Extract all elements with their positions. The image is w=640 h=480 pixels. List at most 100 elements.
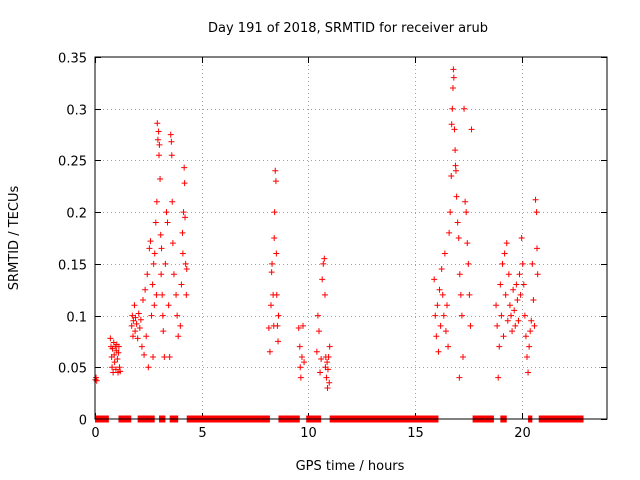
data-point [444,302,450,309]
data-point [150,260,157,267]
x-tick-label: 5 [198,426,206,441]
data-point [168,152,175,159]
data-point [155,128,162,135]
data-point [532,196,539,203]
data-point [182,260,189,267]
data-point [132,328,139,335]
data-point [275,312,282,319]
data-point [442,328,449,335]
data-point [462,198,469,205]
data-point [455,235,462,241]
data-point [178,281,185,288]
data-point [452,147,459,154]
data-point [508,312,514,319]
data-point [173,291,180,298]
data-point [156,152,162,159]
data-point [111,359,118,366]
data-point [517,291,524,298]
data-point [528,317,535,324]
data-point [450,66,457,73]
data-point [440,312,447,319]
data-point [533,209,540,216]
data-point [114,356,121,363]
data-point [183,291,190,298]
data-point [272,178,279,185]
data-point [509,328,516,335]
x-tick-label: 20 [514,426,531,441]
x-tick-label: 10 [300,426,317,441]
y-tick-label: 0.25 [58,155,87,170]
data-point [109,364,116,371]
data-point [271,209,278,216]
data-point [144,271,151,278]
data-point [133,320,140,327]
data-point [152,219,159,226]
data-point [324,384,331,391]
data-point [467,322,474,329]
data-point [515,317,522,324]
data-point [432,312,439,319]
data-point [107,335,114,342]
data-point [154,120,161,127]
data-point [298,353,305,360]
data-point [326,343,333,350]
y-tick-label: 0.3 [66,104,87,119]
y-tick-label: 0 [79,414,87,429]
data-point [154,136,161,143]
data-point [500,333,507,340]
data-point [436,286,443,293]
data-point [115,349,122,356]
data-point [438,266,445,273]
data-point [460,353,466,360]
data-point [431,276,438,283]
data-point [266,348,273,355]
data-point [142,286,149,293]
data-point [168,138,175,145]
data-point [321,291,328,298]
data-point [156,141,163,148]
data-point [521,312,528,319]
data-point [519,260,526,267]
data-point [525,369,532,376]
data-point [502,291,509,298]
data-point [112,366,119,373]
data-point [135,310,142,317]
data-point [175,333,182,340]
data-point [274,322,281,329]
data-point [316,328,322,335]
data-point [179,229,186,236]
data-point [162,260,169,267]
data-point [181,180,188,187]
data-point [296,343,303,350]
data-point [319,276,326,283]
data-point [132,314,139,321]
y-tick-label: 0.15 [58,259,87,274]
y-tick-label: 0.1 [66,311,87,326]
data-point [273,250,280,257]
data-point [527,328,534,335]
data-point [468,126,475,133]
data-point [321,255,328,262]
data-point [169,198,176,205]
data-point [149,281,156,288]
data-point [499,260,506,267]
data-point [326,379,333,386]
data-point [145,364,152,371]
data-point [496,343,503,350]
data-point [265,324,272,331]
data-point [111,351,118,358]
data-point [160,328,167,335]
data-point [314,312,321,319]
data-point [180,209,187,216]
data-point [451,126,458,133]
data-point [166,353,173,360]
data-point [504,317,511,324]
data-point [503,240,510,247]
data-point [136,324,143,331]
data-point [271,235,278,241]
data-point [441,250,448,257]
data-point [447,209,454,216]
data-point [165,302,172,309]
data-point [147,238,154,245]
x-tick-label: 0 [91,426,99,441]
